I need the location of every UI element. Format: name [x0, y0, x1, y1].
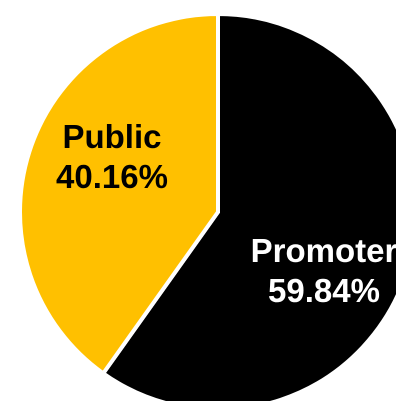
- pie-slice-promoter: [100, 11, 396, 401]
- slice-name-public: Public: [62, 118, 161, 155]
- pie-slice-public: [18, 11, 220, 377]
- slice-value-public: 40.16%: [56, 158, 168, 195]
- slice-label-promoter: Promoter 59.84%: [251, 232, 396, 309]
- slice-label-public: Public 40.16%: [56, 118, 168, 195]
- slice-value-promoter: 59.84%: [268, 272, 380, 309]
- slice-name-promoter: Promoter: [251, 232, 396, 269]
